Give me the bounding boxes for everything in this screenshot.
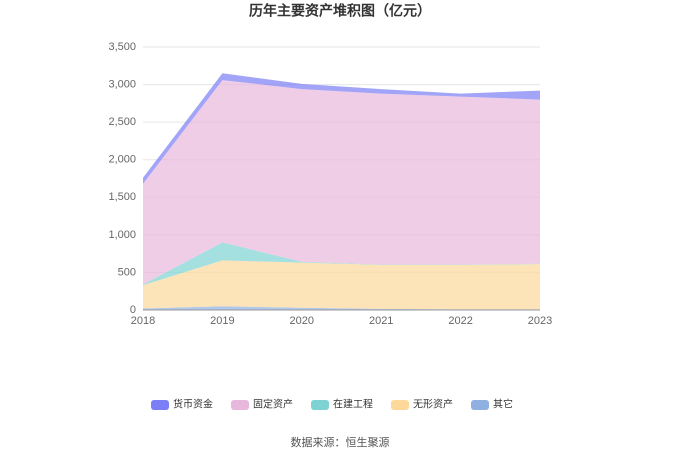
x-tick-label: 2019 xyxy=(210,315,234,327)
area xyxy=(143,260,540,310)
y-tick-label: 500 xyxy=(118,266,136,278)
source-note: 数据来源：恒生聚源 xyxy=(291,435,390,449)
area xyxy=(143,306,540,310)
legend-label: 其它 xyxy=(493,398,513,411)
x-tick-label: 2021 xyxy=(369,315,393,327)
legend-swatch xyxy=(151,400,169,410)
area xyxy=(143,242,540,286)
y-tick-label: 2,500 xyxy=(108,116,136,128)
y-tick-label: 0 xyxy=(130,304,136,316)
legend-swatch xyxy=(471,400,489,410)
y-tick-label: 2,000 xyxy=(108,154,136,166)
y-tick-label: 3,500 xyxy=(108,41,136,53)
legend-label: 在建工程 xyxy=(333,398,373,411)
legend-label: 货币资金 xyxy=(173,398,213,411)
legend-swatch xyxy=(311,400,329,410)
legend-swatch xyxy=(391,400,409,410)
y-tick-label: 3,000 xyxy=(108,78,136,90)
legend-swatch xyxy=(231,400,249,410)
area xyxy=(143,80,540,285)
y-tick-label: 1,000 xyxy=(108,229,136,241)
legend-label: 无形资产 xyxy=(413,398,453,411)
x-tick-label: 2020 xyxy=(290,315,314,327)
x-tick-label: 2022 xyxy=(448,315,472,327)
x-tick-label: 2023 xyxy=(528,315,552,327)
x-tick-label: 2018 xyxy=(131,315,155,327)
chart-title: 历年主要资产堆积图（亿元） xyxy=(249,3,431,19)
legend-label: 固定资产 xyxy=(253,398,293,411)
y-tick-label: 1,500 xyxy=(108,191,136,203)
